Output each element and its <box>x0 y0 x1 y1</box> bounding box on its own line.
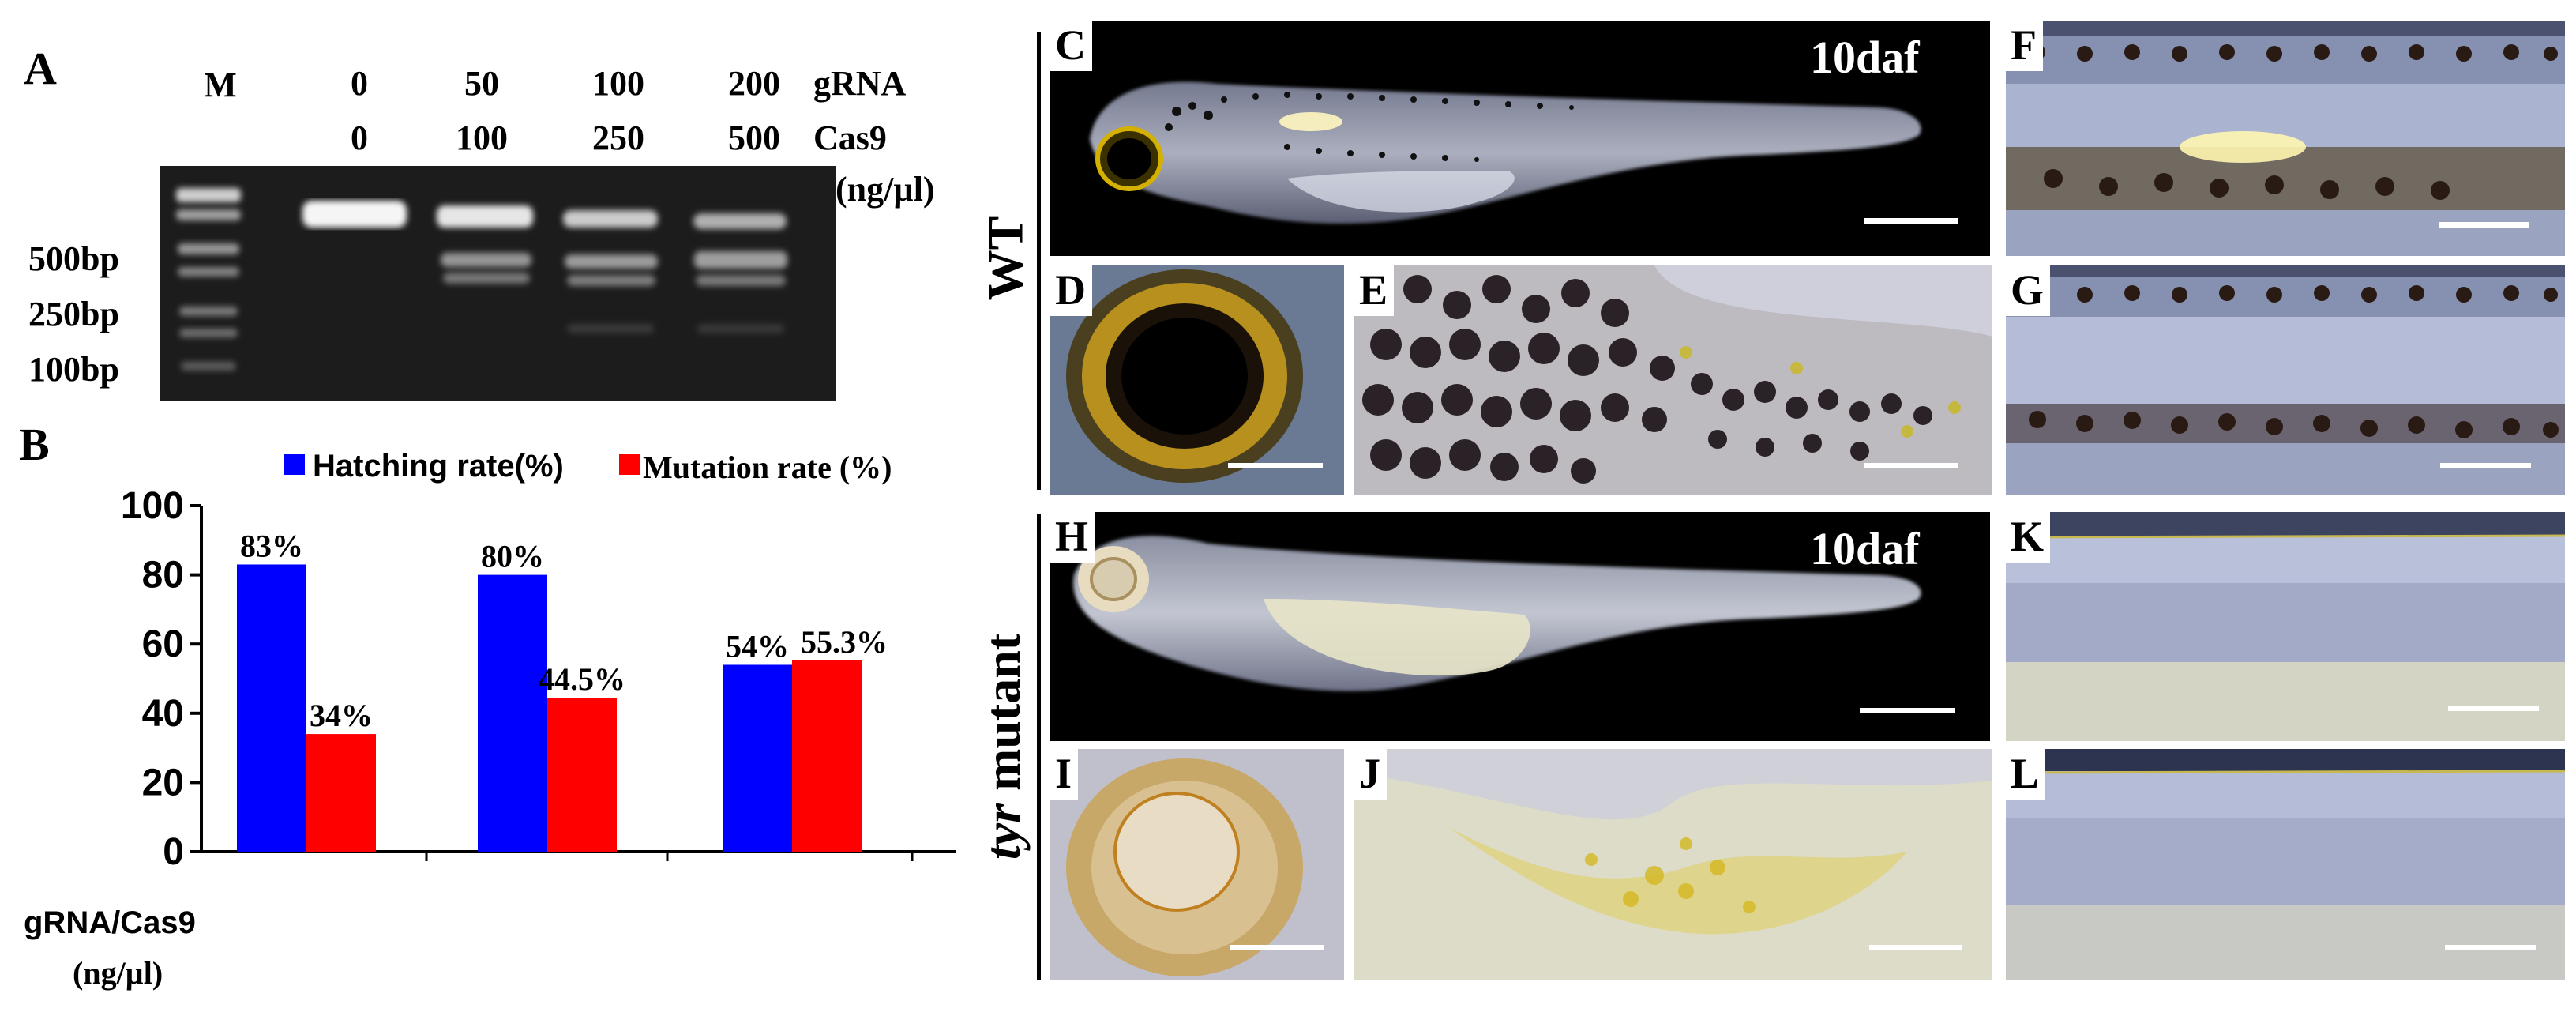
photo-l-scale-bar <box>2445 945 2536 950</box>
eye-wt-illustration <box>1050 265 1344 495</box>
panel-b-label: B <box>19 419 50 470</box>
photo-f-wt-trunk: F <box>2006 21 2565 256</box>
wt-side-label-text: WT <box>977 216 1034 301</box>
bar-hatching-rate <box>237 564 306 852</box>
photo-g-label: G <box>2006 265 2051 316</box>
trunk-mutant-illustration-2 <box>2006 749 2565 980</box>
photo-g-wt-trunk: G <box>2006 265 2565 495</box>
gel-bands <box>160 166 836 401</box>
photo-e-wt-head-melanophores: E <box>1354 265 1992 495</box>
wt-side-label: WT <box>976 216 1035 301</box>
data-label-mutation: 44.5% <box>539 661 625 697</box>
photo-k-mutant-trunk: K <box>2006 512 2565 741</box>
data-label-hatching: 80% <box>481 539 544 574</box>
photo-i-mutant-eye: I <box>1050 749 1344 980</box>
gel-size-100bp: 100bp <box>28 350 119 389</box>
data-label-hatching: 54% <box>726 628 789 664</box>
gel-unit-label: (ng/µl) <box>836 170 935 209</box>
panel-a-label: A <box>24 43 57 94</box>
gel-lane-2-grna: 50 <box>464 64 499 103</box>
larva-mutant-illustration <box>1073 536 1921 691</box>
gel-size-500bp: 500bp <box>28 239 119 278</box>
trunk-mutant-illustration <box>2006 512 2565 741</box>
gel-lane-4-cas9: 500 <box>728 119 780 157</box>
wt-bracket-line <box>1037 32 1041 490</box>
photo-d-label: D <box>1050 265 1092 316</box>
photo-k-label: K <box>2006 512 2051 563</box>
gel-image <box>160 166 836 401</box>
trunk-wt-illustration <box>2006 21 2565 256</box>
xanthophores-illustration <box>1354 749 1992 980</box>
bar-hatching-rate <box>723 664 792 852</box>
gel-marker-lane-label: M <box>204 66 237 104</box>
photo-c-label: C <box>1050 21 1092 71</box>
y-tick-label: 60 <box>142 623 184 665</box>
photo-e-scale-bar <box>1864 463 1958 468</box>
eye-mutant-illustration <box>1050 749 1344 980</box>
legend-mutation-label: Mutation rate (%) <box>643 450 892 485</box>
photo-l-label: L <box>2006 749 2046 800</box>
photo-h-mutant-whole-larva: H 10daf <box>1050 512 1990 741</box>
photo-e-label: E <box>1354 265 1395 316</box>
photo-h-label: H <box>1050 512 1095 563</box>
y-tick-label: 0 <box>163 831 184 869</box>
photo-j-mutant-head: J <box>1354 749 1992 980</box>
photo-g-scale-bar <box>2440 463 2531 468</box>
photo-c-wt-whole-larva: C 10daf <box>1050 21 1990 256</box>
y-tick-label: 80 <box>142 555 184 596</box>
photo-c-time-label: 10daf <box>1810 32 1920 83</box>
data-label-mutation: 55.3% <box>801 624 888 660</box>
photo-f-scale-bar <box>2439 222 2529 228</box>
y-tick-label: 40 <box>142 693 184 735</box>
gel-size-250bp: 250bp <box>28 295 119 333</box>
legend-hatching-swatch <box>284 454 305 475</box>
photo-j-scale-bar <box>1869 945 1962 950</box>
photo-i-scale-bar <box>1230 945 1324 950</box>
photo-d-scale-bar <box>1228 463 1323 468</box>
gel-lane-2-cas9: 100 <box>456 119 508 157</box>
bar-mutation-rate <box>547 698 617 852</box>
bar-mutation-rate <box>306 734 376 852</box>
photo-i-label: I <box>1050 749 1079 800</box>
bar-chart: 02040608010050/10083%34%100/25080%44.5%2… <box>121 485 956 869</box>
gel-grna-row-label: gRNA <box>813 64 907 103</box>
mutant-bracket-line <box>1037 514 1041 980</box>
y-tick-label: 20 <box>142 762 184 803</box>
y-tick-label: 100 <box>121 485 184 527</box>
larva-wt-illustration <box>1090 81 1921 224</box>
gel-lane-3-cas9: 250 <box>592 119 644 157</box>
photo-h-time-label: 10daf <box>1810 523 1920 574</box>
x-axis-title-line-1: gRNA/Cas9 <box>24 905 196 940</box>
bar-hatching-rate <box>478 574 547 852</box>
legend-hatching-label: Hatching rate(%) <box>313 449 564 484</box>
gel-lane-4-grna: 200 <box>728 64 780 103</box>
mutant-label: mutant <box>974 633 1031 804</box>
gel-cas9-row-label: Cas9 <box>813 119 887 157</box>
data-label-hatching: 83% <box>240 528 303 563</box>
data-label-mutation: 34% <box>310 698 373 733</box>
photo-h-scale-bar <box>1860 708 1955 713</box>
photo-c-scale-bar <box>1864 218 1958 224</box>
tyr-mutant-side-label: tyr mutant <box>974 604 1032 889</box>
x-axis-title-line-2: (ng/µl) <box>73 955 163 991</box>
photo-k-scale-bar <box>2448 706 2539 711</box>
photo-j-label: J <box>1354 749 1387 800</box>
legend-mutation-swatch <box>619 454 640 475</box>
gel-lane-1-grna: 0 <box>351 64 368 103</box>
trunk-wt-illustration-2 <box>2006 265 2565 495</box>
bar-mutation-rate <box>792 660 862 852</box>
gel-lane-3-grna: 100 <box>592 64 644 103</box>
melanophores-illustration <box>1354 265 1992 495</box>
photo-d-wt-eye: D <box>1050 265 1344 495</box>
photo-l-mutant-trunk: L <box>2006 749 2565 980</box>
tyr-gene-label: tyr <box>974 803 1031 860</box>
gel-lane-1-cas9: 0 <box>351 119 368 157</box>
photo-f-label: F <box>2006 21 2043 71</box>
